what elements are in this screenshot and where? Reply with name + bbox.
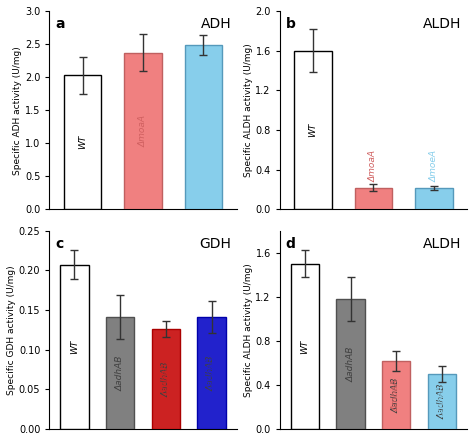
Text: GDH: GDH <box>199 236 231 251</box>
Bar <box>64 75 101 210</box>
Text: c: c <box>55 236 63 251</box>
Text: ΔadhAB: ΔadhAB <box>161 362 170 397</box>
Bar <box>152 329 180 429</box>
Text: ΔmoeA: ΔmoeA <box>207 357 216 389</box>
Bar <box>337 299 365 429</box>
Y-axis label: Specific GDH activity (U/mg): Specific GDH activity (U/mg) <box>7 265 16 395</box>
Text: ΔadhAB: ΔadhAB <box>116 355 125 391</box>
Text: ΔmoeA: ΔmoeA <box>429 150 438 182</box>
Text: b: b <box>285 17 295 31</box>
Text: WT: WT <box>309 123 318 137</box>
Text: ALDH: ALDH <box>423 17 461 31</box>
Y-axis label: Specific ALDH activity (U/mg): Specific ALDH activity (U/mg) <box>244 43 253 177</box>
Text: ΔmoaA: ΔmoaA <box>161 363 170 395</box>
Text: ADH: ADH <box>201 17 231 31</box>
Text: ΔadhAB: ΔadhAB <box>207 355 216 391</box>
Text: ΔmoaA: ΔmoaA <box>369 150 378 182</box>
Text: WT: WT <box>301 339 310 354</box>
Bar <box>60 265 89 429</box>
Text: ΔadhAB: ΔadhAB <box>438 384 447 419</box>
Bar <box>106 317 134 429</box>
Text: ΔmoeA: ΔmoeA <box>199 111 208 143</box>
Text: ΔmoeA: ΔmoeA <box>438 385 447 418</box>
Text: ΔmoaA: ΔmoaA <box>392 379 401 411</box>
Bar <box>124 53 162 210</box>
Text: d: d <box>285 236 295 251</box>
Y-axis label: Specific ALDH activity (U/mg): Specific ALDH activity (U/mg) <box>244 263 253 396</box>
Text: ALDH: ALDH <box>423 236 461 251</box>
Text: WT: WT <box>78 135 87 149</box>
Bar <box>294 51 332 210</box>
Bar <box>197 317 226 429</box>
Bar <box>415 187 453 210</box>
Bar <box>382 361 410 429</box>
Bar <box>291 263 319 429</box>
Bar <box>428 374 456 429</box>
Text: ΔmoaA: ΔmoaA <box>138 115 147 147</box>
Bar <box>355 187 392 210</box>
Text: ΔadhAB: ΔadhAB <box>392 377 401 412</box>
Y-axis label: Specific ADH activity (U/mg): Specific ADH activity (U/mg) <box>13 46 22 175</box>
Text: ΔadhAB: ΔadhAB <box>346 346 355 382</box>
Bar <box>185 45 222 210</box>
Text: a: a <box>55 17 64 31</box>
Text: WT: WT <box>70 340 79 354</box>
